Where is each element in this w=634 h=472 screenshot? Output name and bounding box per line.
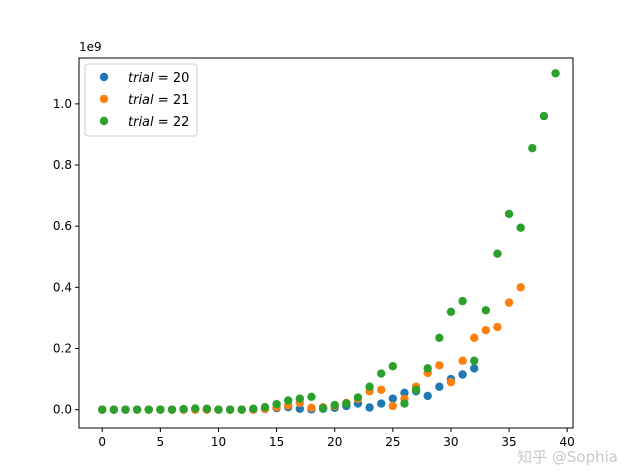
data-point — [121, 405, 129, 413]
data-point — [261, 403, 269, 411]
data-point — [377, 399, 385, 407]
data-point — [458, 297, 466, 305]
x-tick-label: 35 — [501, 435, 516, 449]
data-point — [307, 404, 315, 412]
legend-value: 22 — [173, 115, 190, 130]
legend-value: 21 — [173, 93, 190, 108]
data-point — [342, 399, 350, 407]
data-point — [226, 405, 234, 413]
data-point — [156, 405, 164, 413]
data-point — [296, 394, 304, 402]
data-point — [365, 383, 373, 391]
data-point — [424, 392, 432, 400]
legend-label: trial = 20 — [128, 71, 189, 86]
data-point — [377, 386, 385, 394]
y-tick-label: 0.6 — [53, 219, 72, 233]
data-point — [505, 210, 513, 218]
data-point — [284, 396, 292, 404]
data-point — [98, 405, 106, 413]
data-point — [516, 224, 524, 232]
data-point — [249, 405, 257, 413]
legend-marker — [100, 95, 108, 103]
data-point — [307, 393, 315, 401]
data-point — [319, 404, 327, 412]
x-tick-label: 0 — [98, 435, 106, 449]
data-point — [470, 357, 478, 365]
data-point — [528, 144, 536, 152]
data-point — [203, 405, 211, 413]
data-point — [168, 405, 176, 413]
data-point — [482, 326, 490, 334]
data-point — [435, 361, 443, 369]
data-point — [354, 393, 362, 401]
x-tick-label: 15 — [269, 435, 284, 449]
y-tick-label: 0.0 — [53, 403, 72, 417]
y-offset-label: 1e9 — [79, 40, 102, 54]
legend-variable: trial — [128, 115, 154, 130]
data-point — [214, 405, 222, 413]
y-tick-label: 0.2 — [53, 341, 72, 355]
data-point — [435, 383, 443, 391]
data-point — [482, 306, 490, 314]
data-point — [400, 399, 408, 407]
y-tick-label: 1.0 — [53, 97, 72, 111]
data-point — [424, 364, 432, 372]
data-point — [493, 323, 501, 331]
x-tick-label: 10 — [211, 435, 226, 449]
y-tick-label: 0.4 — [53, 280, 72, 294]
data-point — [551, 69, 559, 77]
legend-operator: = — [154, 93, 173, 108]
legend-marker — [100, 117, 108, 125]
data-point — [389, 362, 397, 370]
y-tick-label: 0.8 — [53, 158, 72, 172]
data-point — [493, 250, 501, 258]
data-point — [458, 357, 466, 365]
data-point — [179, 405, 187, 413]
legend-variable: trial — [128, 71, 154, 86]
data-point — [447, 308, 455, 316]
x-tick-label: 25 — [385, 435, 400, 449]
data-point — [435, 334, 443, 342]
data-point — [389, 402, 397, 410]
legend-operator: = — [154, 71, 173, 86]
x-tick-label: 5 — [157, 435, 165, 449]
legend-value: 20 — [173, 71, 190, 86]
data-point — [458, 370, 466, 378]
legend-label: trial = 21 — [128, 93, 189, 108]
x-tick-label: 20 — [327, 435, 342, 449]
data-point — [412, 386, 420, 394]
data-point — [365, 403, 373, 411]
data-point — [540, 112, 548, 120]
data-point — [516, 283, 524, 291]
data-point — [145, 405, 153, 413]
data-point — [110, 405, 118, 413]
data-point — [505, 298, 513, 306]
data-point — [133, 405, 141, 413]
data-point — [377, 369, 385, 377]
data-point — [331, 401, 339, 409]
data-point — [389, 394, 397, 402]
legend-marker — [100, 73, 108, 81]
data-point — [470, 364, 478, 372]
x-tick-label: 30 — [443, 435, 458, 449]
x-tick-label: 40 — [560, 435, 575, 449]
legend-variable: trial — [128, 93, 154, 108]
data-point — [191, 404, 199, 412]
data-point — [272, 400, 280, 408]
data-point — [470, 334, 478, 342]
legend-label: trial = 22 — [128, 115, 189, 130]
data-point — [238, 405, 246, 413]
data-point — [447, 378, 455, 386]
legend-operator: = — [154, 115, 173, 130]
watermark-text: 知乎 @Sophia — [517, 448, 618, 466]
